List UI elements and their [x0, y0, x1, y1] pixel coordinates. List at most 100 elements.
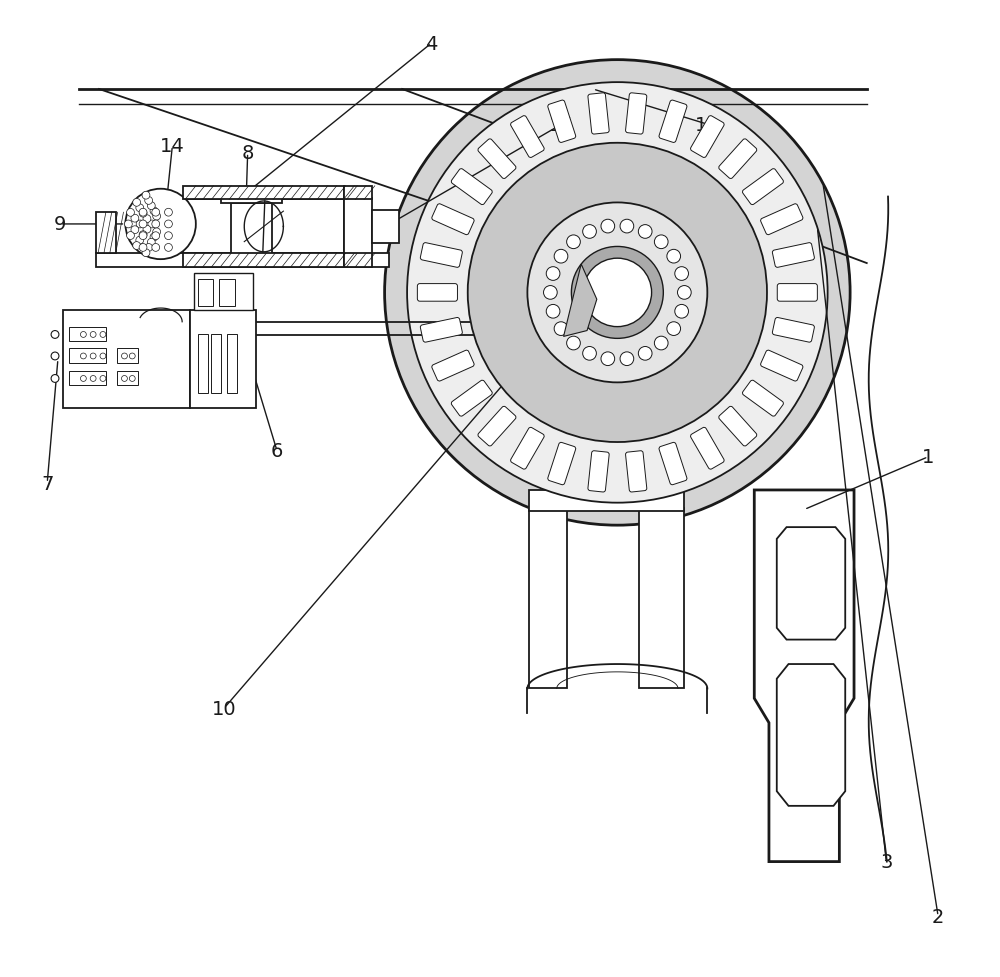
Bar [198, 279, 213, 307]
Circle shape [468, 144, 767, 443]
FancyBboxPatch shape [432, 351, 474, 382]
Bar [190, 311, 256, 408]
FancyBboxPatch shape [626, 451, 647, 492]
Circle shape [136, 237, 144, 245]
Circle shape [124, 221, 132, 229]
FancyBboxPatch shape [777, 284, 817, 302]
FancyBboxPatch shape [719, 140, 757, 180]
FancyBboxPatch shape [742, 169, 784, 205]
Circle shape [139, 210, 147, 218]
FancyBboxPatch shape [548, 443, 576, 486]
FancyBboxPatch shape [761, 351, 803, 382]
Bar [69, 371, 106, 386]
FancyBboxPatch shape [588, 94, 609, 135]
Text: 14: 14 [160, 137, 185, 156]
Bar [96, 254, 389, 268]
FancyBboxPatch shape [432, 204, 474, 235]
Circle shape [152, 221, 160, 229]
Bar [227, 335, 237, 394]
Circle shape [554, 250, 568, 264]
Bar [117, 349, 138, 363]
Circle shape [100, 354, 106, 360]
FancyBboxPatch shape [719, 406, 757, 446]
Circle shape [80, 354, 86, 360]
Text: 8: 8 [241, 144, 254, 163]
Circle shape [51, 353, 59, 361]
Circle shape [583, 259, 652, 327]
Circle shape [675, 268, 688, 281]
Circle shape [153, 229, 161, 236]
Circle shape [546, 305, 560, 319]
Circle shape [554, 322, 568, 336]
Text: 10: 10 [212, 699, 237, 718]
Circle shape [127, 233, 134, 240]
Circle shape [165, 233, 172, 240]
Bar [639, 508, 684, 689]
Circle shape [385, 61, 850, 526]
Circle shape [51, 375, 59, 383]
Bar [219, 279, 235, 307]
Circle shape [620, 220, 634, 234]
Text: 4: 4 [425, 34, 438, 54]
Circle shape [142, 249, 150, 257]
FancyBboxPatch shape [548, 101, 576, 144]
Circle shape [100, 376, 106, 382]
Circle shape [90, 376, 96, 382]
Circle shape [567, 337, 580, 351]
FancyBboxPatch shape [478, 140, 516, 180]
Circle shape [152, 233, 160, 240]
Bar [529, 508, 567, 689]
Circle shape [145, 197, 153, 205]
Circle shape [51, 331, 59, 339]
Bar [529, 490, 684, 512]
FancyBboxPatch shape [511, 116, 544, 158]
Bar [183, 254, 344, 268]
Circle shape [139, 233, 147, 240]
Bar [183, 200, 344, 254]
Circle shape [133, 242, 141, 250]
Circle shape [667, 322, 681, 336]
Bar [344, 198, 372, 256]
Circle shape [165, 244, 172, 252]
Circle shape [152, 209, 160, 217]
Circle shape [133, 199, 141, 207]
Circle shape [601, 220, 615, 234]
Bar [372, 211, 399, 243]
FancyBboxPatch shape [588, 451, 609, 492]
Circle shape [571, 247, 663, 339]
Circle shape [638, 347, 652, 361]
Circle shape [620, 353, 634, 366]
Circle shape [638, 226, 652, 239]
Circle shape [678, 286, 691, 300]
FancyBboxPatch shape [417, 284, 457, 302]
Circle shape [583, 347, 596, 361]
Bar [63, 311, 190, 408]
Bar [344, 254, 372, 268]
Circle shape [152, 244, 160, 252]
Bar [221, 192, 282, 204]
Circle shape [148, 221, 156, 229]
Circle shape [567, 235, 580, 249]
Text: 12: 12 [695, 115, 720, 135]
Bar [231, 204, 272, 268]
Circle shape [139, 244, 147, 252]
Bar [194, 274, 253, 311]
FancyBboxPatch shape [690, 116, 724, 158]
Text: 15: 15 [549, 115, 574, 135]
Circle shape [153, 213, 161, 221]
Circle shape [147, 202, 155, 210]
Circle shape [136, 221, 144, 229]
Bar [211, 335, 221, 394]
FancyBboxPatch shape [626, 94, 647, 135]
Circle shape [150, 208, 158, 216]
FancyBboxPatch shape [478, 406, 516, 446]
FancyBboxPatch shape [659, 101, 687, 144]
Circle shape [136, 204, 144, 212]
FancyBboxPatch shape [420, 319, 462, 343]
Text: 6: 6 [271, 442, 283, 461]
Polygon shape [564, 265, 597, 337]
Text: 1: 1 [922, 447, 935, 467]
Circle shape [667, 250, 681, 264]
Circle shape [601, 353, 615, 366]
Circle shape [122, 376, 127, 382]
